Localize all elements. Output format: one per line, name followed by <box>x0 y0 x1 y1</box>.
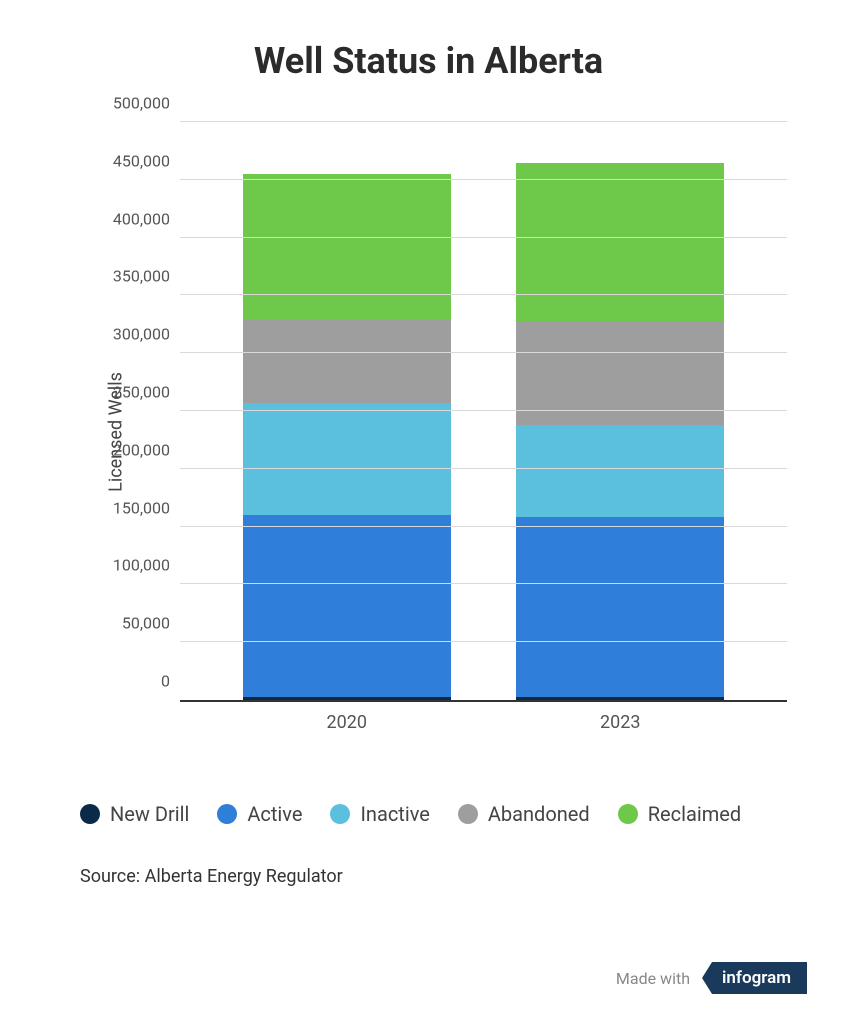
legend-label: New Drill <box>110 802 189 826</box>
y-tick-label: 300,000 <box>113 325 170 344</box>
y-tick-label: 50,000 <box>122 614 170 633</box>
bar-column: 2023 <box>516 163 724 700</box>
bar-segment-new_drill <box>516 697 724 700</box>
bar-segment-abandoned <box>243 319 451 403</box>
y-tick-label: 200,000 <box>113 440 170 459</box>
y-tick-label: 450,000 <box>113 151 170 170</box>
y-tick-label: 500,000 <box>113 94 170 113</box>
gridline <box>180 641 787 642</box>
bar-segment-active <box>243 515 451 696</box>
stacked-bar <box>516 163 724 700</box>
legend-label: Reclaimed <box>648 802 741 826</box>
legend-swatch <box>330 804 350 824</box>
bar-segment-reclaimed <box>243 174 451 319</box>
legend-item-active: Active <box>217 802 302 826</box>
legend-label: Inactive <box>360 802 429 826</box>
legend-item-new_drill: New Drill <box>80 802 189 826</box>
legend-item-inactive: Inactive <box>330 802 429 826</box>
gridline <box>180 179 787 180</box>
y-tick-label: 350,000 <box>113 267 170 286</box>
plot-area: 20202023 050,000100,000150,000200,000250… <box>180 122 787 702</box>
infogram-badge[interactable]: infogram <box>702 962 807 994</box>
gridline <box>180 237 787 238</box>
legend-swatch <box>217 804 237 824</box>
bar-segment-reclaimed <box>516 163 724 321</box>
legend-label: Active <box>247 802 302 826</box>
chart-area: Licensed Wells 20202023 050,000100,00015… <box>90 122 787 742</box>
gridline <box>180 352 787 353</box>
x-tick-label: 2020 <box>327 712 367 733</box>
stacked-bar <box>243 174 451 700</box>
gridline <box>180 583 787 584</box>
gridline <box>180 294 787 295</box>
y-tick-label: 400,000 <box>113 209 170 228</box>
bar-column: 2020 <box>243 174 451 700</box>
bar-segment-inactive <box>243 403 451 515</box>
footer: Made with infogram <box>616 962 807 994</box>
y-tick-label: 100,000 <box>113 556 170 575</box>
made-with-label: Made with <box>616 969 690 988</box>
y-tick-label: 0 <box>161 672 170 691</box>
legend-swatch <box>80 804 100 824</box>
x-tick-label: 2023 <box>600 712 640 733</box>
legend: New Drill Active Inactive Abandoned Reclaime… <box>80 802 807 826</box>
chart-title: Well Status in Alberta <box>50 40 807 82</box>
gridline <box>180 410 787 411</box>
gridline <box>180 121 787 122</box>
source-text: Source: Alberta Energy Regulator <box>80 866 807 887</box>
legend-item-reclaimed: Reclaimed <box>618 802 741 826</box>
bars-container: 2020 2023 <box>180 122 787 700</box>
y-tick-label: 250,000 <box>113 383 170 402</box>
bar-segment-inactive <box>516 425 724 517</box>
bar-segment-active <box>516 517 724 696</box>
gridline <box>180 526 787 527</box>
legend-swatch <box>618 804 638 824</box>
legend-label: Abandoned <box>488 802 590 826</box>
legend-swatch <box>458 804 478 824</box>
legend-item-abandoned: Abandoned <box>458 802 590 826</box>
gridline <box>180 468 787 469</box>
bar-segment-new_drill <box>243 697 451 700</box>
y-tick-label: 150,000 <box>113 498 170 517</box>
